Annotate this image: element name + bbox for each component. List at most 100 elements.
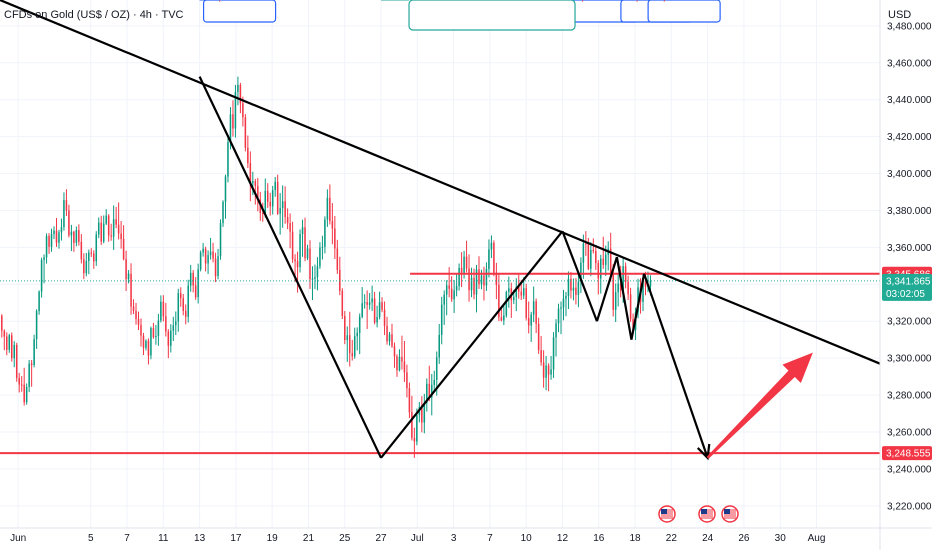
candle-body [406,372,408,389]
forecast-arrow[interactable] [706,352,813,459]
date-tick-label: Aug [808,533,826,544]
candle-body [520,291,523,296]
zigzag-segment[interactable] [198,76,383,459]
candle-body [555,323,557,338]
candle-body [435,357,438,380]
price-tick-label: 3,260.000 [887,428,932,439]
zigzag-segment[interactable] [630,273,646,340]
date-tick-label: 13 [194,533,206,544]
candle-body [396,356,398,371]
candle-body [3,330,6,337]
price-axis[interactable]: 3,220.000 3,240.000 3,260.000 3,280.000 3,30… [879,0,932,550]
drawing-overlays[interactable]: 3,452.5003,368.7503,354.7303,345.686Bott… [0,0,881,523]
candle-body [78,230,80,242]
candle-body [450,288,453,300]
zigzag-segment[interactable] [643,273,709,459]
candle-body [189,272,192,286]
current-price-text: 3,341.865 [886,276,931,287]
descending-trendline[interactable] [0,0,881,365]
candle-body [642,280,644,302]
candle-body [162,301,165,317]
candle-body [70,231,73,236]
date-tick-label: 24 [702,533,714,544]
candle-body [460,267,463,273]
candle-body [376,316,378,323]
candle-body [73,231,75,243]
candle-body [316,266,319,278]
candle-body [438,334,440,358]
candle-body [565,295,567,299]
zigzag-segment[interactable] [561,230,598,322]
candle-body [194,285,197,298]
candle-body [575,287,577,295]
candle-body [117,224,120,234]
date-tick-label: 26 [738,533,750,544]
candle-body [373,298,376,323]
level-price-text: 3,248.555 [886,449,931,460]
candle-body [301,227,304,235]
annotation-box[interactable] [408,0,576,31]
zigzag-segment[interactable] [595,256,618,322]
candle-body [234,91,237,129]
price-callout-box[interactable] [647,0,721,23]
candle-body [281,201,284,209]
time-axis[interactable]: Jun 5 7 11 13 17 19 21 25 27 Jul 3 7 10 12 16 18 22 24 26 30… [0,527,932,544]
candle-body [334,228,336,249]
candle-body [557,308,560,324]
candle-body [408,388,411,413]
candle-body [48,235,50,247]
candle-body [458,267,460,286]
date-tick-label: 16 [593,533,605,544]
price-callout-text: 3,368.750 [574,0,632,3]
candle-body [498,284,500,318]
candle-body [122,238,125,260]
date-tick-label: 21 [303,533,315,544]
candle-body [192,272,194,286]
candle-body [455,285,458,291]
zigzag-segment[interactable] [380,230,564,459]
zigzag-segment[interactable] [615,256,633,340]
candle-body [68,210,70,236]
candle-body [30,363,33,365]
candle-body [500,317,503,321]
candle-body [356,332,358,337]
candle-body [152,328,155,338]
price-tick-label: 3,400.000 [887,169,932,180]
candle-body [125,259,127,280]
candle-body [252,181,254,184]
candle-body [401,356,403,362]
candle-body [530,314,532,326]
candle-body [599,258,602,279]
candle-body [550,369,552,375]
candle-body [197,269,199,298]
candle-body [92,253,95,262]
candle-body [428,383,431,398]
candle-body [577,281,580,295]
candle-body [595,251,597,264]
candle-body [329,197,331,221]
candle-body [495,272,498,285]
candle-body [271,190,274,207]
candle-body [172,325,175,331]
candle-body [60,227,63,233]
candle-body [237,84,239,92]
candle-body [6,336,8,350]
candle-body [386,325,388,342]
price-callout-box[interactable] [202,0,277,23]
candle-body [331,220,334,229]
candle-body [274,181,276,191]
candle-body [381,302,383,310]
candle-body [135,310,137,320]
candle-body [10,335,13,359]
candle-body [383,309,386,326]
candle-body [127,273,130,280]
date-tick-label: 19 [267,533,279,544]
price-tick-label: 3,480.000 [887,21,932,32]
candle-body [224,176,227,202]
candle-body [398,356,401,371]
candle-body [612,272,614,310]
candle-body [590,249,592,269]
candle-body [532,301,535,315]
candle-body [175,321,177,326]
